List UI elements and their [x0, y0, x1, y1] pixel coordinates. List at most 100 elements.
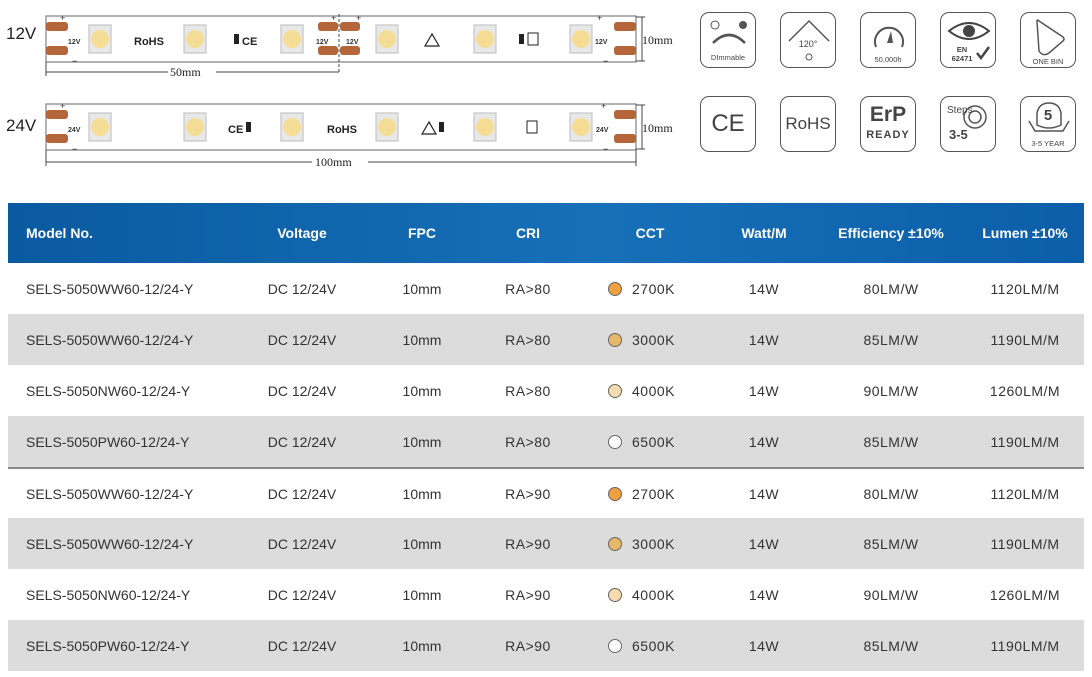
lifetime-icon: 50,000h — [860, 12, 916, 68]
lumen-cell: 1190LM/M — [990, 535, 1060, 552]
model-cell: SELS-5050WW60-12/24-Y — [26, 280, 194, 297]
cct-color-dot — [608, 638, 622, 653]
cct-value: 3000K — [632, 331, 675, 348]
lumen-cell: 1260LM/M — [989, 382, 1061, 399]
minus-sign: − — [72, 144, 77, 154]
copper-pad — [46, 134, 68, 143]
table-row: SELS-5050NW60-12/24-Y DC 12/24V 10mm RA>… — [8, 365, 1084, 416]
copper-pad — [614, 22, 636, 31]
icon-caption: 62471 — [951, 54, 973, 63]
model-cell: SELS-5050WW60-12/24-Y — [26, 331, 194, 348]
dimmable-icon: DImmable — [700, 12, 756, 68]
chip-mark — [519, 34, 524, 44]
watt-cell: 14W — [748, 485, 780, 502]
plus-sign: + — [597, 13, 602, 23]
plus-sign: + — [601, 101, 606, 111]
watt-cell: 14W — [748, 433, 780, 450]
watt-cell: 14W — [748, 331, 780, 348]
warranty-years: 5 — [1043, 107, 1053, 124]
voltage-cell: DC 12/24V — [267, 331, 337, 348]
model-cell: SELS-5050PW60-12/24-Y — [26, 637, 190, 654]
cri-cell: RA>80 — [505, 433, 551, 450]
copper-pad — [614, 134, 636, 143]
watt-cell: 14W — [748, 535, 780, 552]
cct-color-dot — [608, 587, 622, 602]
efficiency-cell: 85LM/W — [863, 331, 919, 348]
chip-mark — [246, 122, 251, 132]
cct-cell: 6500K — [588, 638, 712, 654]
cri-cell: RA>90 — [505, 586, 551, 603]
cct-cell: 2700K — [588, 486, 712, 502]
pad-voltage-text: 24V — [596, 127, 609, 134]
fpc-cell: 10mm — [402, 485, 442, 502]
ce-mark: CE — [242, 36, 257, 48]
cri-cell: RA>80 — [505, 280, 551, 297]
cri-cell: RA>90 — [505, 637, 551, 654]
watt-cell: 14W — [748, 382, 780, 399]
efficiency-cell: 80LM/W — [863, 280, 919, 297]
efficiency-cell: 85LM/W — [863, 535, 919, 552]
watt-cell: 14W — [748, 280, 780, 297]
efficiency-cell: 90LM/W — [863, 586, 919, 603]
icon-caption: DImmable — [710, 53, 746, 62]
cct-cell: 3000K — [588, 536, 712, 552]
steps-icon: Steps 3-5 — [940, 96, 996, 152]
beam-angle-icon: 120° — [780, 12, 836, 68]
cct-value: 2700K — [632, 280, 675, 297]
pad-voltage-text: 12V — [346, 39, 359, 46]
copper-pad — [46, 110, 68, 119]
lumen-cell: 1190LM/M — [990, 331, 1060, 348]
copper-pad — [46, 22, 68, 31]
model-cell: SELS-5050NW60-12/24-Y — [26, 586, 191, 603]
table-row: SELS-5050PW60-12/24-Y DC 12/24V 10mm RA>… — [8, 416, 1084, 467]
table-row: SELS-5050WW60-12/24-Y DC 12/24V 10mm RA>… — [8, 518, 1084, 569]
header-voltage: Voltage — [277, 225, 327, 241]
strip-body — [45, 103, 637, 151]
voltage-cell: DC 12/24V — [267, 485, 337, 502]
table-row: SELS-5050WW60-12/24-Y DC 12/24V 10mm RA>… — [8, 263, 1084, 314]
one-bin-icon: ONE BIN — [1020, 12, 1076, 68]
model-cell: SELS-5050WW60-12/24-Y — [26, 485, 194, 502]
header-lumen: Lumen ±10% — [982, 225, 1068, 241]
plus-sign: + — [356, 13, 361, 23]
copper-pad — [318, 46, 338, 55]
strip-24v: 24V 24V 24V CE RoHS + − + − 10mm — [0, 94, 690, 174]
lumen-cell: 1190LM/M — [990, 433, 1060, 450]
watt-cell: 14W — [748, 637, 780, 654]
fpc-cell: 10mm — [402, 637, 442, 654]
voltage-cell: DC 12/24V — [267, 535, 337, 552]
icon-caption: 120° — [798, 39, 818, 49]
table-header: Model No. Voltage FPC CRI CCT Watt/M Eff… — [8, 203, 1084, 263]
efficiency-cell: 85LM/W — [863, 637, 919, 654]
strip-diagram-12v: 12V 12V 12V 12V RoHS CE + − + + + − 10mm… — [45, 13, 673, 79]
led-group — [88, 24, 593, 54]
cct-color-dot — [608, 281, 622, 296]
length-label: 50mm — [170, 65, 201, 79]
rohs-text: RoHS — [785, 114, 831, 133]
plus-sign: + — [60, 101, 65, 111]
cct-value: 4000K — [632, 382, 675, 399]
table-row: SELS-5050NW60-12/24-Y DC 12/24V 10mm RA>… — [8, 569, 1084, 620]
table-row: SELS-5050WW60-12/24-Y DC 12/24V 10mm RA>… — [8, 467, 1084, 518]
cct-cell: 4000K — [588, 383, 712, 399]
pad-voltage-text: 24V — [68, 127, 81, 134]
model-cell: SELS-5050WW60-12/24-Y — [26, 535, 194, 552]
cct-color-dot — [608, 332, 622, 347]
header-cct: CCT — [635, 225, 665, 241]
chip-mark — [439, 122, 444, 132]
model-cell: SELS-5050PW60-12/24-Y — [26, 433, 190, 450]
copper-pad — [614, 46, 636, 55]
cri-cell: RA>90 — [505, 485, 551, 502]
icon-caption: EN — [956, 45, 968, 54]
fpc-cell: 10mm — [402, 280, 442, 297]
minus-sign: − — [603, 144, 608, 154]
copper-pad — [318, 22, 338, 31]
cct-color-dot — [608, 536, 622, 551]
lumen-cell: 1120LM/M — [990, 280, 1060, 297]
copper-pad — [340, 22, 360, 31]
voltage-label-12v: 12V — [6, 24, 37, 43]
voltage-label-24v: 24V — [6, 116, 37, 135]
table-row: SELS-5050WW60-12/24-Y DC 12/24V 10mm RA>… — [8, 314, 1084, 365]
plus-sign: + — [60, 13, 65, 23]
pad-voltage-text: 12V — [68, 39, 81, 46]
